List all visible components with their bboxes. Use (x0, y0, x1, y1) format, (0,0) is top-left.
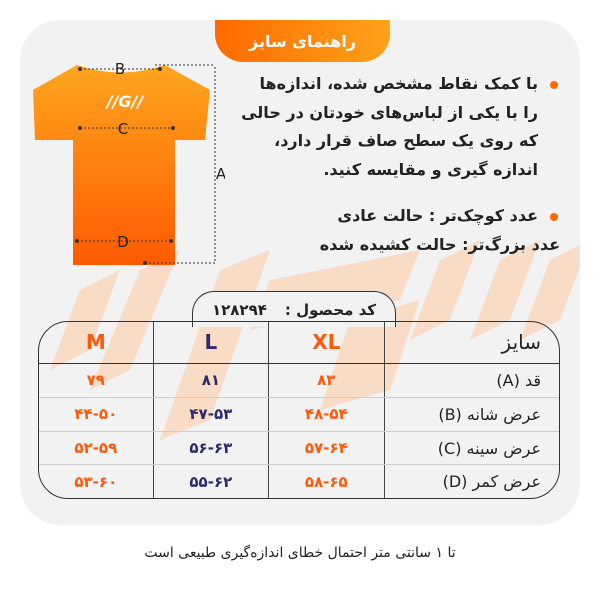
label-c: C (118, 120, 128, 138)
table-row: عرض سینه (C) ۵۷-۶۴ ۵۶-۶۳ ۵۲-۵۹ (39, 431, 559, 466)
table-row: عرض کمر (D) ۵۸-۶۵ ۵۵-۶۲ ۵۳-۶۰ (39, 464, 559, 498)
size-table: سایز XL L M قد (A) ۸۳ ۸۱ ۷۹ عرض شانه (B) ۴۸-… (38, 321, 560, 499)
cell: ۴۴-۵۰ (39, 397, 154, 432)
tshirt-diagram: B C D A //G// (33, 60, 225, 265)
size-l: L (152, 322, 269, 364)
cell: ۵۷-۶۴ (268, 431, 384, 466)
instruction-item: با کمک نقاط مشخص شده، اندازه‌ها را با یک… (240, 70, 560, 184)
footer-note: تا ۱ سانتی متر احتمال خطای اندازه‌گیری ط… (144, 545, 456, 561)
cell: ۸۳ (268, 363, 384, 398)
table-header: سایز XL L M (39, 322, 559, 364)
cell: ۵۸-۶۵ (268, 464, 384, 498)
row-label: عرض سینه (C) (383, 431, 559, 466)
label-b: B (115, 60, 125, 78)
instruction-item: عدد کوچک‌تر : حالت عادی (240, 202, 560, 231)
product-code-label: کد محصول : (284, 300, 377, 319)
cell: ۵۵-۶۲ (152, 464, 269, 498)
page-title: راهنمای سایز (215, 20, 390, 62)
row-label: عرض کمر (D) (383, 464, 559, 498)
size-m: M (39, 322, 154, 364)
instruction-extra: عدد بزرگ‌تر: حالت کشیده شده (319, 234, 560, 254)
size-xl: XL (268, 322, 384, 364)
instructions: با کمک نقاط مشخص شده، اندازه‌ها را با یک… (240, 70, 560, 259)
cell: ۵۳-۶۰ (74, 472, 118, 491)
table-row: عرض شانه (B) ۴۸-۵۴ ۴۷-۵۳ ۴۴-۵۰ (39, 397, 559, 432)
header-label: سایز (383, 322, 559, 364)
row-label: عرض شانه (B) (383, 397, 559, 432)
table-row: قد (A) ۸۳ ۸۱ ۷۹ (39, 363, 559, 398)
cell: ۸۱ (152, 363, 269, 398)
cell: ۵۶-۶۳ (152, 431, 269, 466)
product-code-value: ۱۲۸۲۹۴ (211, 300, 267, 319)
label-d: D (117, 233, 129, 251)
cell: ۴۸-۵۴ (268, 397, 384, 432)
label-a: A (216, 165, 225, 183)
cell: ۴۷-۵۳ (152, 397, 269, 432)
row-label: قد (A) (383, 363, 559, 398)
cell: ۷۹ (39, 363, 154, 398)
brand-logo: //G// (105, 92, 145, 111)
cell: ۵۲-۵۹ (39, 431, 154, 466)
